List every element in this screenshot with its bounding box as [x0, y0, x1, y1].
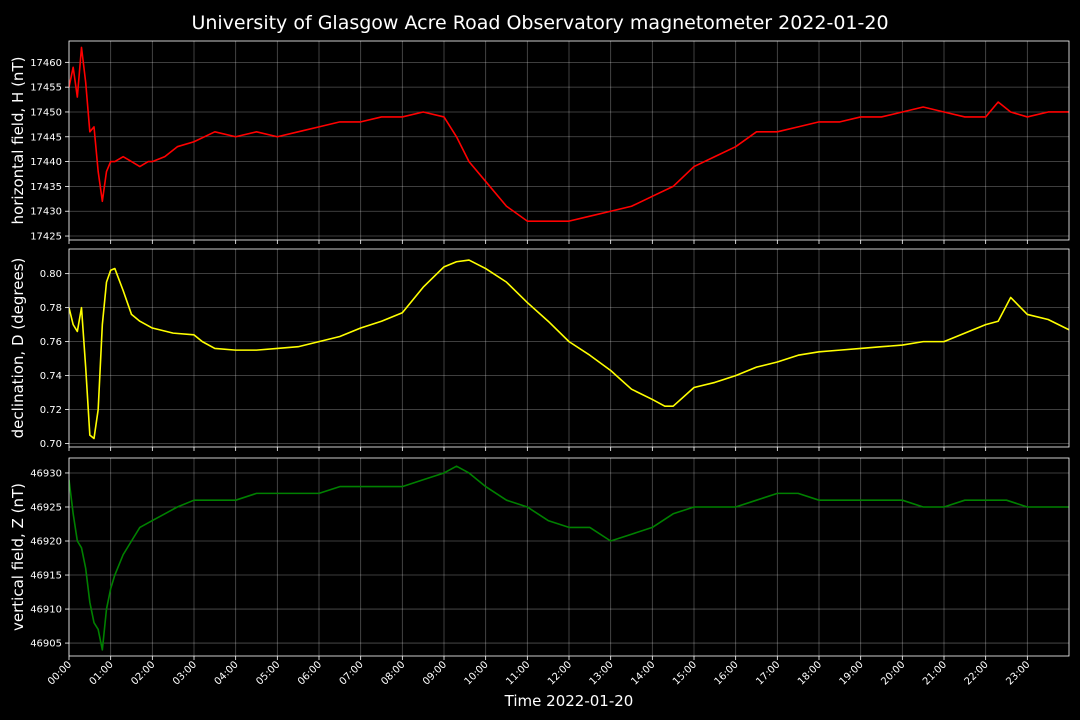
y-tick-label: 46925 [30, 502, 62, 513]
y-tick-label: 46920 [30, 537, 62, 548]
x-tick-label: 17:00 [754, 659, 782, 687]
x-tick-label: 19:00 [838, 659, 866, 687]
y-tick-label: 17435 [30, 182, 62, 193]
y-tick-label: 17445 [30, 132, 62, 143]
y-tick-label: 17455 [30, 83, 62, 94]
x-tick-label: 21:00 [921, 659, 949, 687]
panel-declination: 0.70 0.72 0.74 0.76 0.78 0.80 declination, D (… [9, 248, 1070, 451]
x-tick-label: 04:00 [213, 659, 241, 687]
x-tick-label: 08:00 [379, 659, 407, 687]
x-tick-label: 22:00 [963, 659, 991, 687]
x-tick-label: 10:00 [463, 659, 491, 687]
series-line-vertical [69, 465, 1069, 651]
y-tick-label: 46915 [30, 571, 62, 582]
series-line-horizontal [69, 46, 1069, 222]
y-axis-label-declination: declination, D (degrees) [9, 258, 27, 439]
y-tick-label: 17450 [30, 107, 62, 118]
chart-title: University of Glasgow Acre Road Observat… [191, 12, 888, 34]
series-line-declination [69, 259, 1069, 440]
panel-frame [68, 248, 1070, 448]
x-tick-label: 05:00 [254, 659, 282, 687]
y-tick-label: 0.76 [40, 337, 62, 348]
x-tick-label: 09:00 [421, 659, 449, 687]
y-tick-label: 17430 [30, 207, 62, 218]
y-tick-label: 46910 [30, 605, 62, 616]
y-tick-label: 0.74 [40, 371, 62, 382]
x-tick-label: 12:00 [546, 659, 574, 687]
x-tick-label: 15:00 [671, 659, 699, 687]
x-tick-label: 00:00 [46, 659, 74, 687]
x-tick-labels: 00:00 01:00 02:00 03:00 04:00 05:00 06:00 07:00… [46, 659, 1032, 687]
y-axis-label-horizontal: horizontal field, H (nT) [9, 57, 27, 225]
x-tick-label: 16:00 [713, 659, 741, 687]
x-tick-label: 01:00 [88, 659, 116, 687]
x-tick-label: 11:00 [504, 659, 532, 687]
y-tick-label: 17440 [30, 157, 62, 168]
x-tick-label: 18:00 [796, 659, 824, 687]
panel-frame [68, 457, 1070, 657]
x-tick-label: 14:00 [629, 659, 657, 687]
x-axis-label: Time 2022-01-20 [504, 692, 634, 710]
x-tick-label: 20:00 [879, 659, 907, 687]
x-tick-label: 23:00 [1004, 659, 1032, 687]
y-tick-label: 0.78 [40, 303, 62, 314]
y-tick-label: 17460 [30, 58, 62, 69]
y-axis-label-vertical: vertical field, Z (nT) [9, 483, 27, 631]
panel-frame [68, 40, 1070, 241]
y-tick-label: 0.80 [40, 269, 62, 280]
y-tick-label: 46905 [30, 639, 62, 650]
y-tick-label: 17425 [30, 232, 62, 243]
y-tick-label: 46930 [30, 468, 62, 479]
x-tick-label: 07:00 [338, 659, 366, 687]
y-tick-label: 0.70 [40, 439, 62, 450]
panel-horizontal: 17425 17430 17435 17440 17445 17450 17455 17460… [9, 40, 1070, 244]
panels: 17425 17430 17435 17440 17445 17450 17455 17460… [9, 40, 1070, 688]
x-tick-label: 03:00 [171, 659, 199, 687]
x-tick-label: 02:00 [129, 659, 157, 687]
x-tick-label: 06:00 [296, 659, 324, 687]
x-tick-label: 13:00 [588, 659, 616, 687]
y-tick-label: 0.72 [40, 405, 62, 416]
